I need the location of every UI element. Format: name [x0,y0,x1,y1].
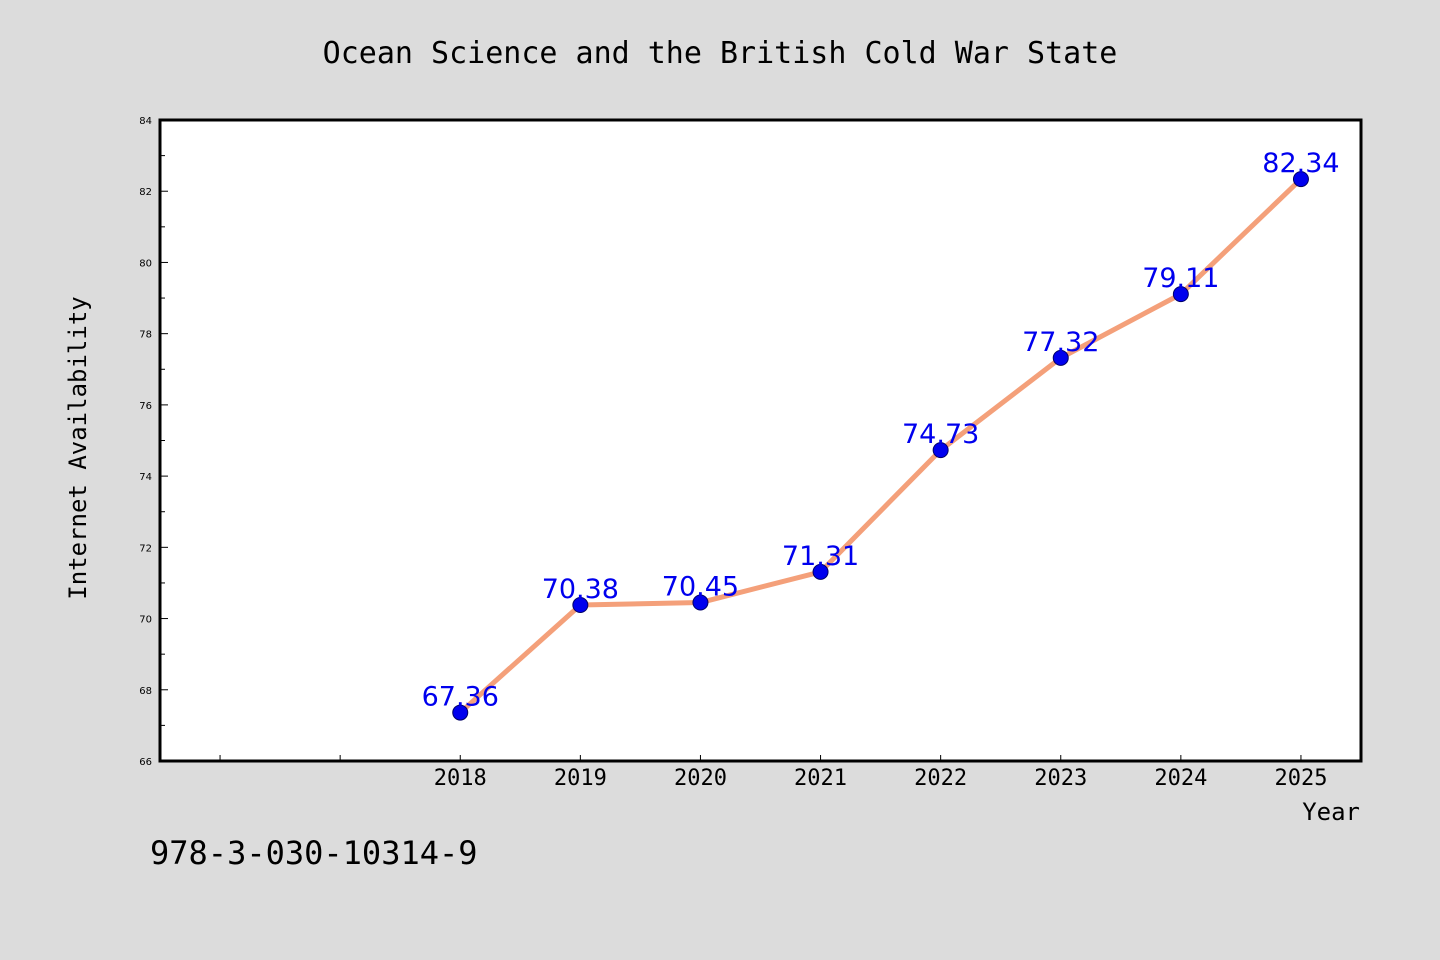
y-tick-label: 82 [139,187,152,198]
x-tick-label: 2025 [1274,766,1327,791]
y-tick-label: 80 [139,258,152,269]
x-tick-label: 2019 [554,766,607,791]
data-label: 70.38 [542,574,619,605]
x-tick-label: 2021 [794,766,847,791]
footnote-text: 978-3-030-10314-9 [150,834,478,872]
data-label: 67.36 [422,682,499,713]
y-axis-label: Internet Availability [64,296,92,599]
data-point [572,597,589,614]
data-label: 82.34 [1262,148,1339,179]
data-labels: 67.36 70.38 70.45 71.31 74.73 77.32 79.11 82.34 [422,148,1340,712]
data-label: 70.45 [662,572,739,603]
x-tick-label: 2022 [914,766,967,791]
data-point [1052,349,1069,366]
y-tick-label: 76 [139,401,152,412]
y-tick-label: 74 [139,472,152,483]
data-point [452,704,469,721]
data-label: 71.31 [782,541,859,572]
data-label: 79.11 [1142,263,1219,294]
y-tick-label: 78 [139,330,152,341]
y-tick-label: 72 [139,543,152,554]
chart-title: Ocean Science and the British Cold War S… [323,36,1118,71]
x-tick-label: 2024 [1154,766,1207,791]
data-point [932,442,949,459]
data-point [692,594,709,611]
data-point [1172,286,1189,303]
plot-frame [158,118,1363,763]
x-tick-label: 2020 [674,766,727,791]
y-tick-label: 68 [139,686,152,697]
data-label: 77.32 [1022,327,1099,358]
x-tick-label: 2023 [1034,766,1087,791]
data-point [812,563,829,580]
y-tick-label: 84 [139,116,152,127]
x-axis-label: Year [1302,798,1360,826]
plot-area [160,120,1361,761]
data-label: 74.73 [902,419,979,450]
y-tick-label: 70 [139,615,152,626]
x-tick-label: 2018 [434,766,487,791]
series-line [457,176,1304,716]
y-tick-label: 66 [139,757,152,768]
data-point [1292,171,1309,188]
series-group [452,171,1309,721]
x-axis: 2018 2019 2020 2021 2022 2023 2024 2025 [219,755,1327,791]
